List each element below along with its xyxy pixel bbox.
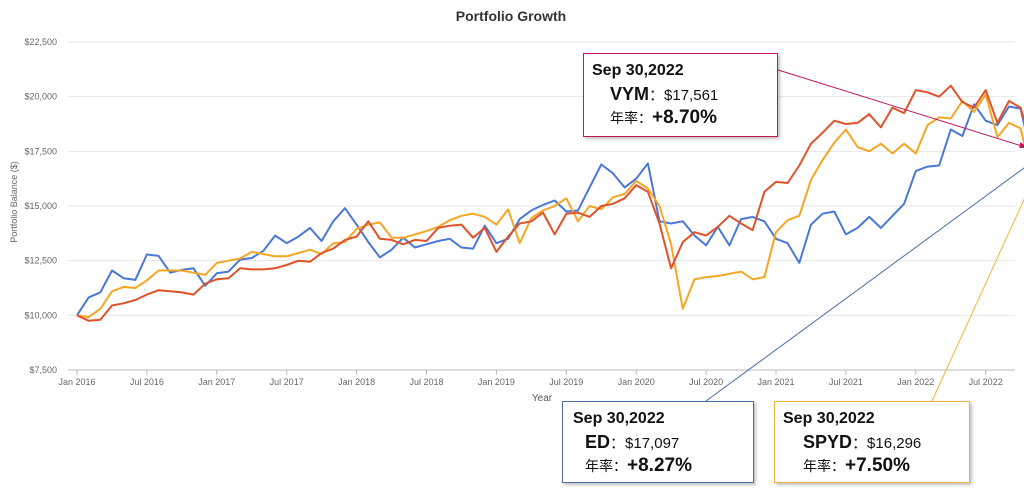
x-tick-label: Jul 2017 — [270, 377, 304, 387]
callout-spyd-rate: +7.50% — [845, 455, 910, 476]
leader-line-spyd — [931, 198, 1024, 402]
x-tick-label: Jul 2021 — [829, 377, 863, 387]
callout-spyd-ticker: SPYD — [803, 432, 853, 452]
leader-arrow-vym — [1019, 141, 1024, 148]
chart-title: Portfolio Growth — [456, 8, 566, 24]
x-tick-label: Jan 2018 — [338, 377, 375, 387]
series-line-spyd — [76, 93, 1024, 319]
x-tick-label: Jul 2020 — [689, 377, 723, 387]
x-axis-ticks: Jan 2016 Jul 2016 Jan 2017 Jul 2017 Jan 2018… — [58, 370, 1003, 387]
callout-spyd-date: Sep 30,2022 — [783, 410, 875, 427]
leader-line-vym — [777, 69, 1024, 148]
callout-ed-value: $17,097 — [625, 435, 680, 452]
x-tick-label: Jan 2020 — [618, 377, 655, 387]
callout-ed-ticker: ED — [585, 432, 611, 452]
callout-spyd: Sep 30,2022 SPYD：$16,296 年率：+7.50% — [774, 401, 970, 483]
callout-vym-value: $17,561 — [664, 87, 719, 104]
x-tick-label: Jan 2022 — [897, 377, 934, 387]
x-tick-label: Jan 2021 — [757, 377, 794, 387]
callout-ed-date: Sep 30,2022 — [573, 410, 665, 427]
x-tick-label: Jul 2018 — [409, 377, 443, 387]
series-line-ed — [76, 103, 1024, 316]
y-tick-label: $22,500 — [24, 37, 57, 47]
y-tick-label: $12,500 — [24, 256, 57, 266]
callout-ed-rate-label: 年率： — [585, 458, 627, 474]
x-tick-label: Jul 2016 — [130, 377, 164, 387]
x-tick-label: Jan 2019 — [478, 377, 515, 387]
y-tick-label: $17,500 — [24, 146, 57, 156]
leader-line-ed — [705, 167, 1024, 402]
callout-ed-rate: +8.27% — [627, 455, 692, 476]
series-line-vym — [76, 84, 1024, 322]
callout-spyd-value: $16,296 — [867, 435, 922, 452]
y-tick-label: $10,000 — [24, 310, 57, 320]
x-tick-label: Jul 2022 — [969, 377, 1003, 387]
x-axis-label: Year — [532, 393, 553, 404]
callout-ed: Sep 30,2022 ED：$17,097 年率：+8.27% — [562, 401, 754, 483]
callout-spyd-rate-label: 年率： — [803, 458, 845, 474]
x-tick-label: Jan 2017 — [198, 377, 235, 387]
callout-vym-rate: +8.70% — [652, 107, 717, 128]
y-tick-label: $7,500 — [29, 365, 57, 375]
y-tick-label: $15,000 — [24, 201, 57, 211]
grid-lines — [68, 41, 1015, 316]
callout-vym-ticker: VYM — [610, 84, 650, 104]
x-tick-label: Jan 2016 — [58, 377, 95, 387]
callout-vym-rate-label: 年率： — [610, 110, 652, 126]
callout-vym-date: Sep 30,2022 — [592, 62, 684, 79]
y-axis-ticks: $7,500 $10,000 $12,500 $15,000 $17,500 $20,00… — [24, 37, 57, 375]
y-axis-label: Portfolio Balance ($) — [9, 161, 19, 243]
callout-vym: Sep 30,2022 VYM：$17,561 年率：+8.70% — [583, 53, 778, 137]
y-tick-label: $20,000 — [24, 92, 57, 102]
series-lines — [76, 84, 1024, 322]
callout-leader-lines — [705, 69, 1024, 402]
x-tick-label: Jul 2019 — [549, 377, 583, 387]
